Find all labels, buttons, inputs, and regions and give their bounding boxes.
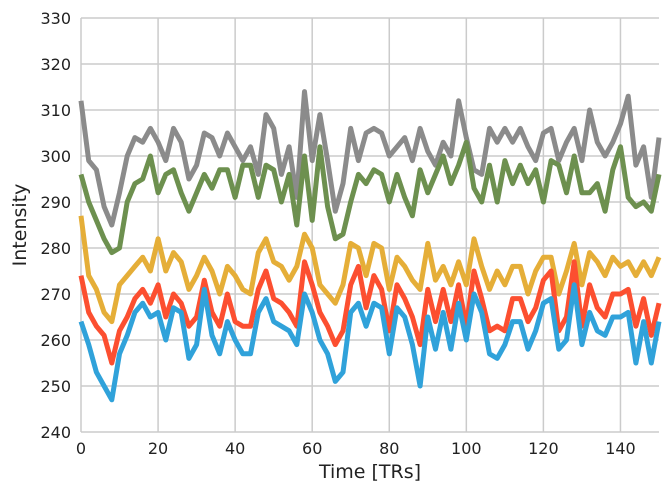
- y-tick-label: 330: [40, 9, 71, 28]
- x-tick-label: 120: [528, 439, 559, 458]
- y-tick-label: 260: [40, 331, 71, 350]
- y-tick-labels: 240 250 260 270 280 290 300 310 320 330: [40, 9, 71, 442]
- x-tick-label: 40: [225, 439, 245, 458]
- x-tick-label: 80: [379, 439, 399, 458]
- y-tick-label: 300: [40, 147, 71, 166]
- x-tick-labels: 0 20 40 60 80 100 120 140: [76, 439, 636, 458]
- y-tick-label: 270: [40, 285, 71, 304]
- y-tick-label: 250: [40, 377, 71, 396]
- grid-lines: [80, 17, 659, 433]
- series-line-3: [78, 215, 662, 325]
- series-line-1: [78, 89, 662, 228]
- y-tick-label: 320: [40, 55, 71, 74]
- x-tick-label: 20: [148, 439, 168, 458]
- y-tick-label: 310: [40, 101, 71, 120]
- x-axis-title: Time [TRs]: [318, 461, 421, 483]
- series-line-2: [78, 139, 662, 256]
- y-tick-label: 280: [40, 239, 71, 258]
- x-tick-label: 60: [302, 439, 322, 458]
- plot-background: [81, 18, 659, 432]
- series-line-4: [78, 259, 662, 366]
- data-series: [78, 89, 662, 403]
- x-tick-label: 0: [76, 439, 86, 458]
- x-tick-label: 140: [605, 439, 636, 458]
- y-tick-label: 240: [40, 423, 71, 442]
- series-line-5: [78, 282, 662, 403]
- y-axis-title: Intensity: [9, 184, 31, 267]
- y-tick-label: 290: [40, 193, 71, 212]
- x-tick-label: 100: [451, 439, 482, 458]
